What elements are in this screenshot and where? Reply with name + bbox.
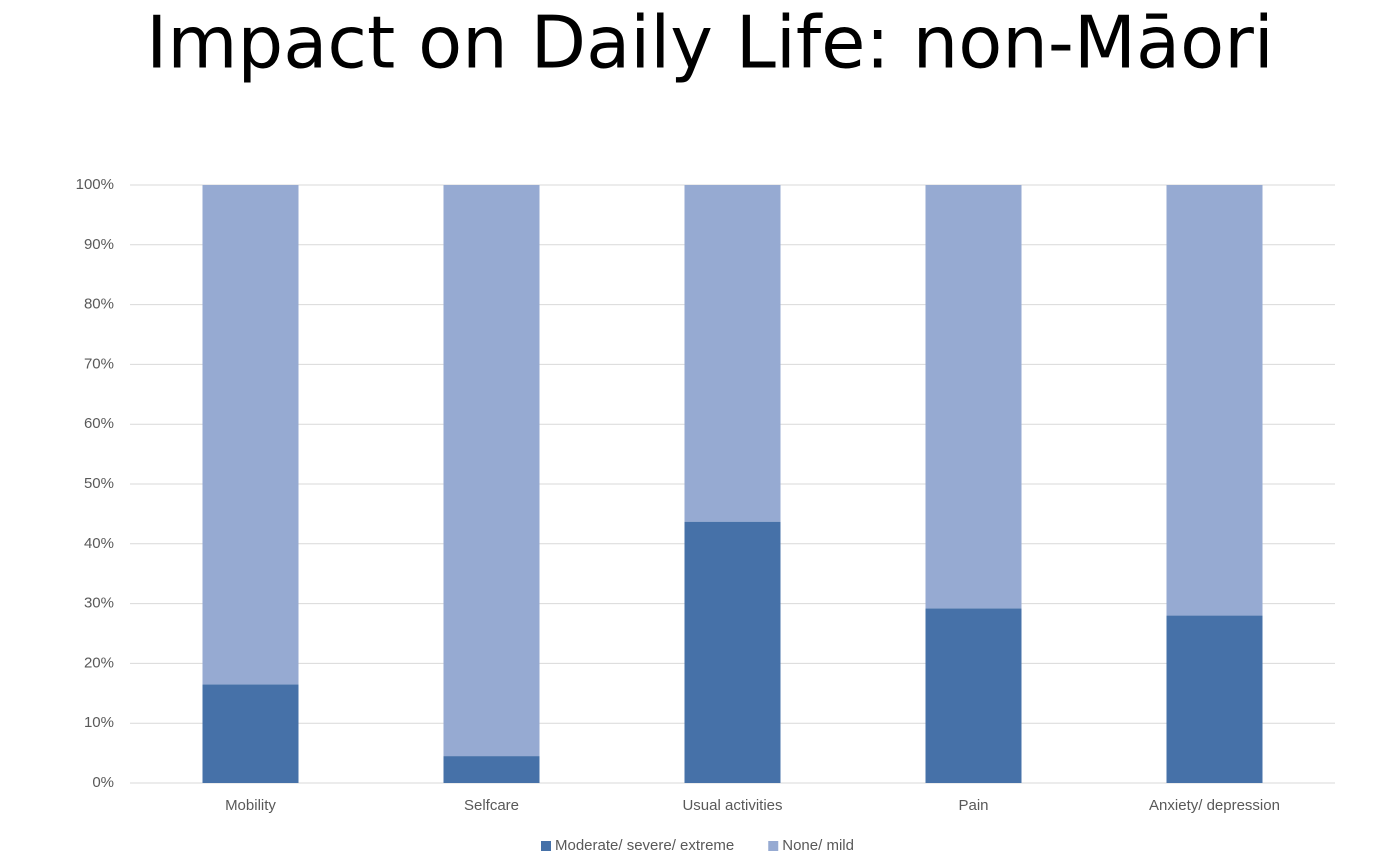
x-tick-label: Pain [958, 797, 988, 814]
bar [684, 185, 781, 522]
y-tick-label: 40% [84, 535, 114, 552]
legend-swatch [541, 841, 551, 851]
bar [684, 521, 781, 783]
y-tick-label: 80% [84, 296, 114, 313]
bar [202, 185, 299, 685]
x-tick-label: Mobility [225, 797, 276, 814]
y-tick-label: 60% [84, 415, 114, 432]
bar [925, 608, 1022, 783]
x-tick-label: Usual activities [682, 797, 782, 814]
bar [1166, 185, 1263, 616]
bar [443, 756, 540, 783]
y-tick-label: 100% [76, 176, 114, 193]
y-tick-label: 20% [84, 654, 114, 671]
chart-title: Impact on Daily Life: non-Māori [146, 1, 1274, 85]
legend-swatch [768, 841, 779, 851]
y-tick-label: 50% [84, 475, 114, 492]
y-tick-label: 0% [92, 774, 114, 791]
bar [925, 185, 1022, 609]
legend-label: None/ mild [782, 837, 854, 854]
bar [1166, 615, 1263, 783]
y-tick-label: 30% [84, 595, 114, 612]
y-tick-label: 10% [84, 714, 114, 731]
y-tick-label: 70% [84, 355, 114, 372]
x-tick-label: Selfcare [464, 797, 519, 814]
bar [202, 684, 299, 783]
legend-label: Moderate/ severe/ extreme [555, 837, 734, 854]
x-tick-label: Anxiety/ depression [1149, 797, 1280, 814]
y-tick-label: 90% [84, 236, 114, 253]
bar [443, 185, 540, 757]
